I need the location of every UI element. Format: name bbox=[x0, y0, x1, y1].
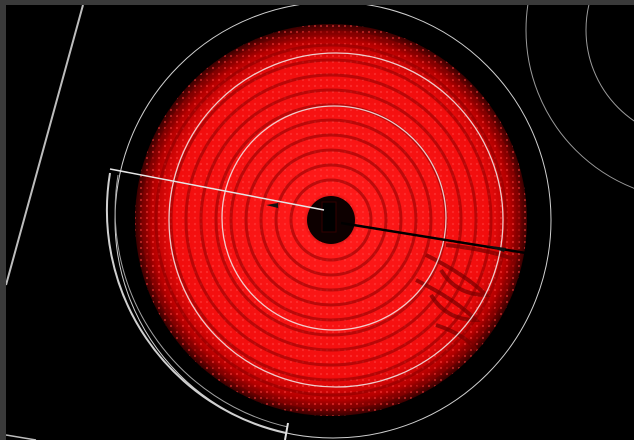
cooktop-bottom-edge bbox=[6, 434, 37, 440]
adjacent-burner-ring-inner bbox=[585, 5, 634, 122]
arc-end-mark bbox=[284, 422, 289, 440]
zone-ring-large bbox=[168, 52, 504, 388]
guide-arrow-head bbox=[266, 203, 278, 208]
photo-viewport bbox=[6, 5, 634, 440]
burner-outer-arc bbox=[105, 172, 287, 434]
burner-center-sensor bbox=[321, 201, 337, 233]
cooktop-photo bbox=[6, 5, 634, 440]
guide-line-left bbox=[109, 168, 325, 211]
zone-ring-small bbox=[221, 105, 447, 331]
burner-outer-arc-thin bbox=[114, 174, 289, 428]
adjacent-burner-ring-outer bbox=[525, 5, 634, 189]
guide-arrow-tail bbox=[484, 245, 506, 252]
cooktop-edge-line bbox=[6, 5, 84, 286]
